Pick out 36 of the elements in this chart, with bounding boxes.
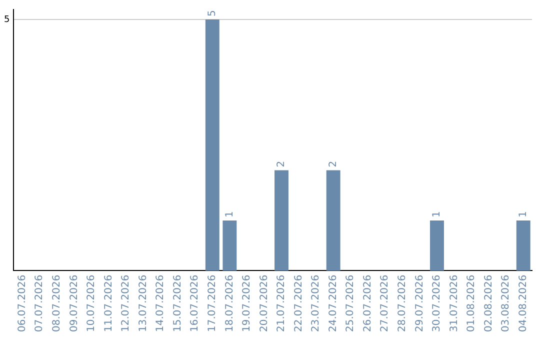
x-tick-label: 25.07.2026 — [345, 274, 356, 332]
x-tick-label: 13.07.2026 — [138, 274, 149, 332]
data-label: 5 — [206, 10, 218, 16]
x-tick-label: 29.07.2026 — [414, 274, 426, 332]
x-tick-label: 28.07.2026 — [397, 274, 408, 332]
x-tick-label: 23.07.2026 — [310, 274, 322, 332]
x-tick-label: 17.07.2026 — [206, 274, 218, 332]
x-tick-label: 02.08.2026 — [483, 274, 494, 332]
x-tick-label: 20.07.2026 — [258, 274, 270, 332]
data-label: 2 — [276, 160, 288, 168]
x-tick-label: 07.07.2026 — [34, 274, 46, 332]
data-label: 1 — [432, 211, 443, 218]
data-label: 1 — [224, 211, 236, 218]
data-label: 1 — [518, 211, 529, 218]
x-tick-label: 11.07.2026 — [103, 274, 114, 332]
x-tick-label: 08.07.2026 — [52, 274, 63, 332]
x-tick-label: 24.07.2026 — [328, 274, 339, 332]
x-tick-label: 10.07.2026 — [86, 274, 98, 332]
x-tick-label: 14.07.2026 — [155, 274, 166, 332]
x-tick-label: 30.07.2026 — [432, 274, 443, 332]
x-tick-label: 03.08.2026 — [500, 274, 512, 332]
x-tick-label: 26.07.2026 — [362, 274, 374, 332]
x-tick-label: 18.07.2026 — [224, 274, 236, 332]
x-tick-label: 06.07.2026 — [16, 274, 28, 332]
x-tick-label: 27.07.2026 — [380, 274, 391, 332]
x-tick-label: 16.07.2026 — [190, 274, 201, 332]
data-label: 2 — [328, 160, 339, 168]
x-tick-label: 01.08.2026 — [466, 274, 478, 332]
x-tick-label: 19.07.2026 — [242, 274, 253, 332]
x-tick-label: 31.07.2026 — [448, 274, 460, 332]
x-tick-label: 22.07.2026 — [293, 274, 304, 332]
x-tick-label: 15.07.2026 — [172, 274, 184, 332]
x-tick-label: 12.07.2026 — [120, 274, 132, 332]
x-tick-label: 09.07.2026 — [68, 274, 80, 332]
x-tick-label: 04.08.2026 — [518, 274, 529, 332]
x-tick-label: 21.07.2026 — [276, 274, 288, 332]
